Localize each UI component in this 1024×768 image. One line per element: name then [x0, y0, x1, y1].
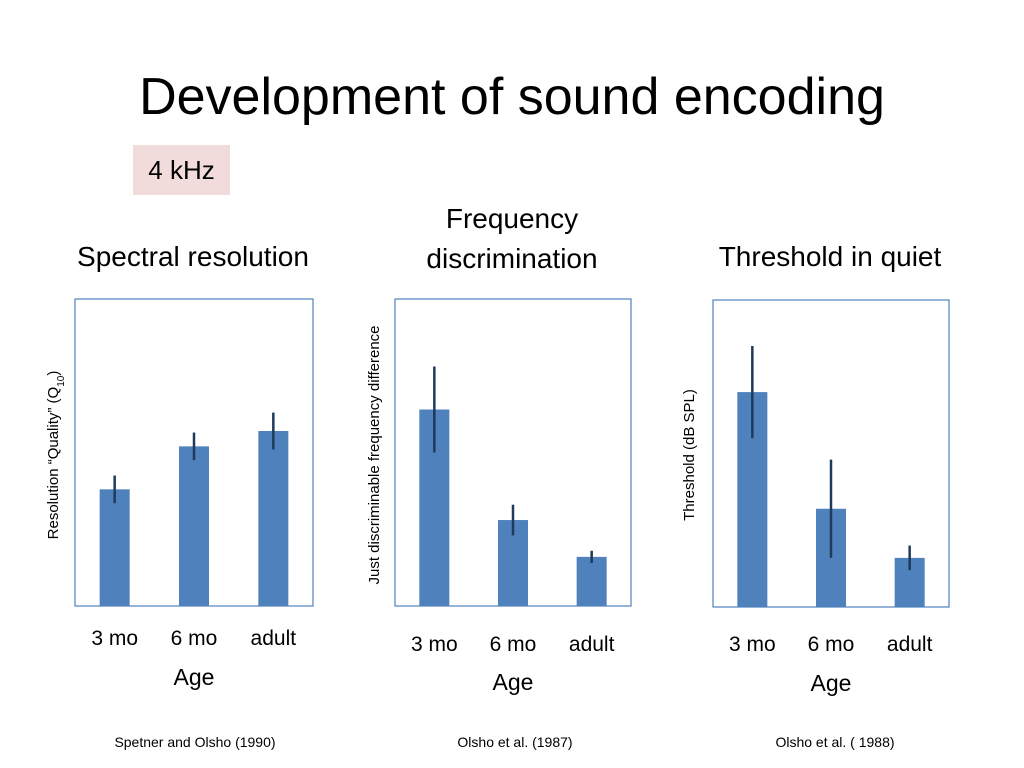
- chart-2-bar-2: [498, 520, 528, 606]
- chart-3-ylabel: Threshold (dB SPL): [681, 389, 698, 521]
- chart-1-bar-2: [179, 446, 209, 606]
- chart-1-bar-1: [99, 489, 130, 606]
- chart-1-source: Spetner and Olsho (1990): [114, 734, 276, 750]
- chart-3-xlabel: Age: [811, 670, 852, 696]
- chart-2-bar-1: [419, 409, 450, 606]
- chart-2-xlabel: Age: [493, 669, 534, 695]
- chart-2-tick-label-2: 6 mo: [490, 633, 537, 656]
- chart-3-source: Olsho et al. ( 1988): [775, 734, 895, 750]
- panel-1-title: Spectral resolution: [77, 241, 309, 272]
- frequency-badge: 4 kHz: [133, 145, 230, 195]
- chart-1-tick-label-1: 3 mo: [91, 627, 138, 650]
- chart-2-tick-label-1: 3 mo: [411, 633, 458, 656]
- chart-2-plot-frame: [394, 298, 632, 607]
- chart-3-bar-1: [737, 392, 768, 607]
- chart-2-tick-label-3: adult: [569, 633, 615, 656]
- chart-2-ylabel: Just discriminable frequency difference: [366, 325, 383, 584]
- chart-1-ylabel: Resolution “Quality” (Q10): [45, 371, 67, 540]
- chart-1-bar-3: [258, 431, 289, 606]
- chart-2-bar-3: [576, 556, 607, 606]
- panel-2-title: Frequency discrimination: [372, 199, 652, 279]
- chart-1-tick-label-3: adult: [251, 627, 297, 650]
- chart-3-tick-label-2: 6 mo: [808, 633, 855, 656]
- chart-2-source: Olsho et al. (1987): [457, 734, 573, 750]
- chart-3-tick-label-1: 3 mo: [729, 633, 776, 656]
- chart-3-bar-2: [816, 508, 846, 607]
- chart-1-xlabel: Age: [174, 664, 215, 690]
- slide-title: Development of sound encoding: [139, 68, 885, 126]
- panel-2-title-line1: Frequency: [445, 203, 579, 234]
- chart-3-bar-3: [894, 557, 925, 607]
- chart-1-plot-frame: [74, 298, 314, 607]
- panel-3-title: Threshold in quiet: [718, 241, 942, 272]
- chart-3-plot-frame: [712, 299, 950, 608]
- chart-1-tick-label-2: 6 mo: [171, 627, 218, 650]
- chart-3-tick-label-3: adult: [887, 633, 933, 656]
- panel-2-title-line2: discrimination: [426, 243, 598, 274]
